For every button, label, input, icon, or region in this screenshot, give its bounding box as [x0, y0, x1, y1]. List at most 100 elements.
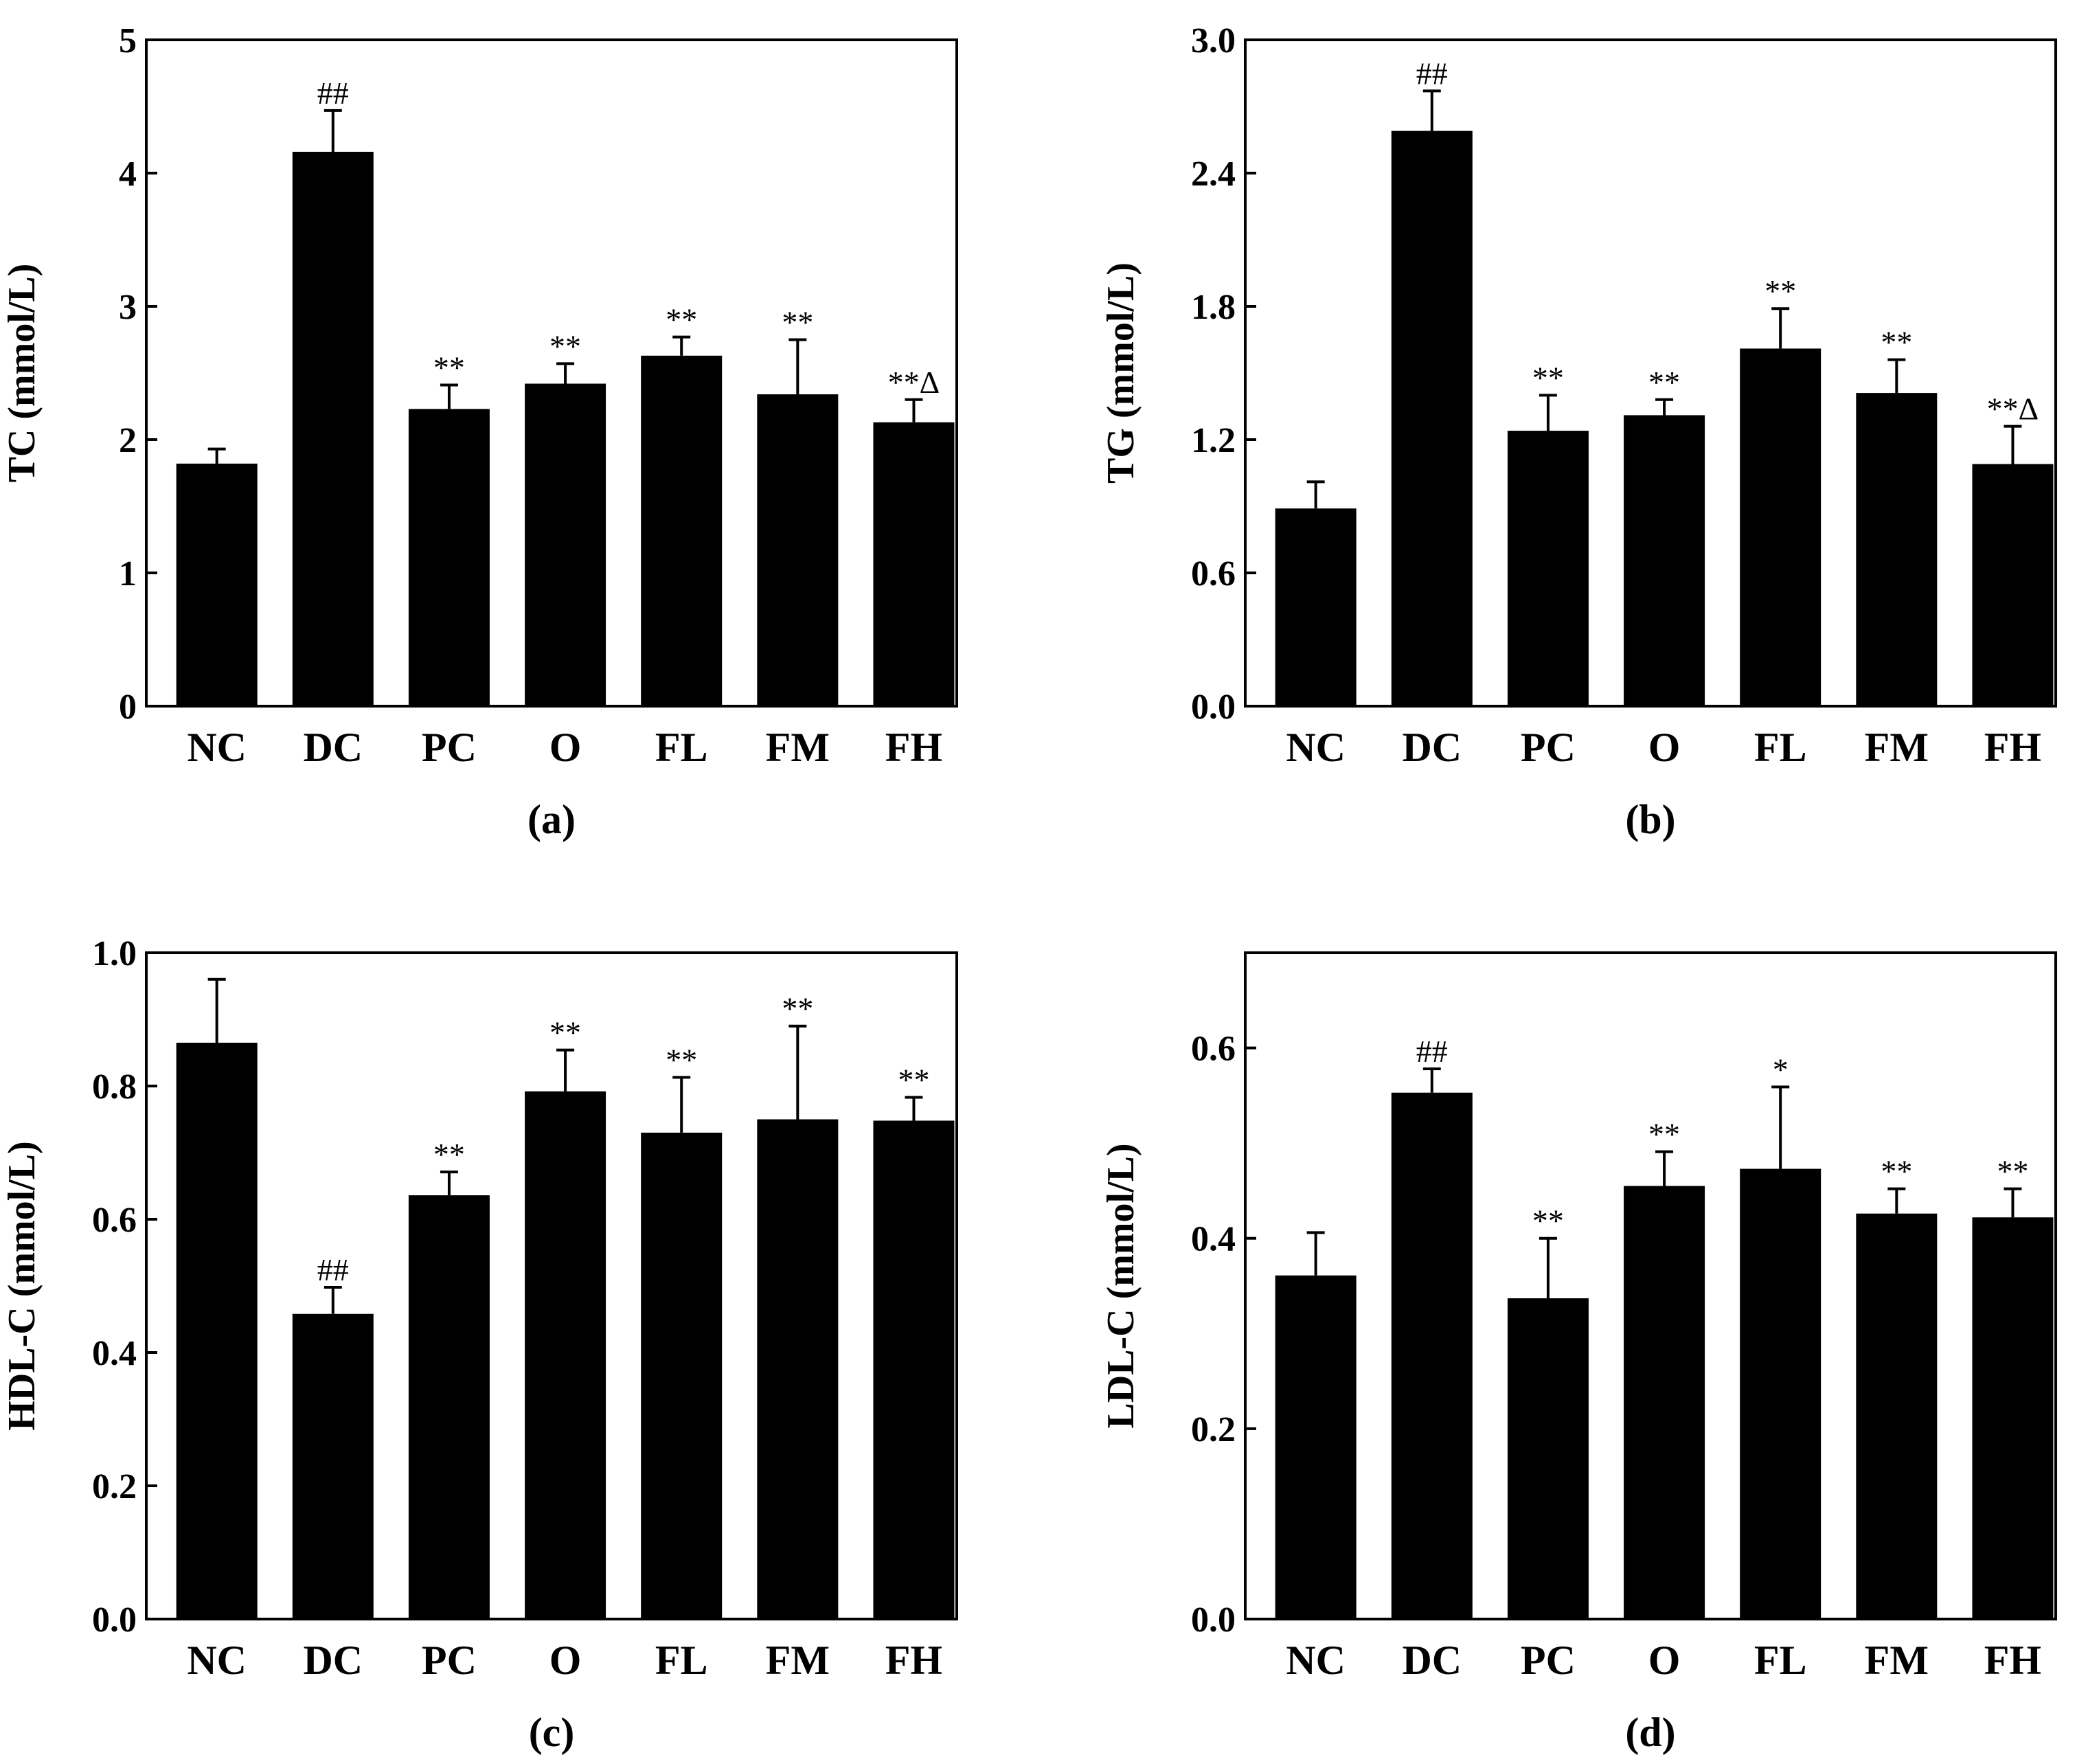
y-axis-title: TG (mmol/L) — [1100, 262, 1142, 484]
bar-nc — [176, 1042, 258, 1619]
y-tick-label: 1.8 — [1191, 288, 1236, 327]
category-label: FH — [885, 725, 942, 770]
bar-dc — [1391, 1092, 1473, 1619]
panel-label: (a) — [527, 797, 576, 842]
category-label: DC — [1402, 1638, 1462, 1683]
y-tick-label: 0.2 — [92, 1467, 137, 1506]
bar-fh — [873, 1120, 955, 1619]
y-tick-label: 4 — [119, 155, 137, 194]
significance-mark: **Δ — [888, 365, 940, 400]
plot-frame — [145, 38, 958, 708]
category-label: NC — [187, 1638, 247, 1683]
bar-nc — [1275, 508, 1357, 706]
bar-fl — [641, 355, 723, 706]
significance-mark: ** — [1532, 1203, 1564, 1239]
error-bar — [324, 1285, 342, 1314]
category-label: PC — [422, 1638, 477, 1683]
y-tick-label: 0.6 — [1191, 1030, 1236, 1069]
y-tick-label: 0.6 — [92, 1201, 137, 1240]
error-bar — [1771, 307, 1790, 349]
category-label: FM — [1865, 725, 1929, 770]
category-label: O — [1648, 725, 1681, 770]
error-bar — [1655, 1150, 1674, 1186]
plot-frame — [1244, 38, 2057, 708]
category-label: NC — [1286, 1638, 1346, 1683]
panel-d: NC ## DC ** PC ** O * FL ** FM ** FH 0.0 0.2 0.4 0.6 LDL-… — [1100, 951, 2057, 1755]
y-tick-label: 0.6 — [1191, 554, 1236, 593]
error-bar — [905, 1096, 923, 1121]
significance-mark: ** — [666, 1042, 697, 1077]
significance-mark: ** — [1881, 325, 1912, 360]
panel-label: (c) — [529, 1710, 575, 1755]
bar-fm — [757, 394, 839, 706]
y-tick-label: 0.0 — [1191, 1601, 1236, 1640]
error-bar — [556, 1048, 575, 1092]
significance-mark: ## — [317, 76, 349, 111]
y-tick-label: 2.4 — [1191, 155, 1236, 194]
y-tick-label: 0.4 — [1191, 1220, 1236, 1259]
significance-mark: ** — [549, 1015, 581, 1050]
error-bar — [2004, 1187, 2022, 1218]
error-bar — [788, 1024, 807, 1120]
error-bar — [556, 362, 575, 384]
significance-mark: ** — [782, 305, 813, 340]
error-bar — [207, 977, 226, 1043]
bar-pc — [408, 409, 490, 706]
category-label: FH — [1984, 725, 2041, 770]
panel-label: (b) — [1625, 797, 1675, 842]
panel-c: NC ## DC ** PC ** O ** FL ** FM ** FH 0.0 0.2 0.4 0.6 0.8… — [1, 934, 958, 1755]
significance-mark: ** — [1881, 1154, 1912, 1189]
bar-fl — [1740, 348, 1822, 706]
error-bar — [207, 447, 226, 464]
category-label: PC — [1521, 725, 1576, 770]
significance-mark: ** — [1532, 360, 1564, 395]
error-bar — [1887, 1187, 1906, 1214]
error-bar — [788, 338, 807, 395]
error-bar — [1422, 89, 1441, 131]
error-bar — [1422, 1067, 1441, 1093]
y-tick-label: 1.0 — [92, 934, 137, 973]
panel-label: (d) — [1625, 1710, 1675, 1755]
error-bar — [1655, 398, 1674, 416]
significance-mark: ** — [433, 1137, 465, 1172]
y-axis-title: HDL-C (mmol/L) — [1, 1141, 43, 1431]
y-tick-label: 3 — [119, 288, 137, 327]
y-axis-title: TC (mmol/L) — [1, 264, 43, 483]
y-tick-label: 0.0 — [1191, 688, 1236, 727]
category-label: FL — [655, 725, 708, 770]
significance-mark: ** — [433, 350, 465, 385]
bar-pc — [1507, 1298, 1589, 1619]
y-tick-label: 0 — [119, 688, 137, 727]
plot-frame — [1244, 951, 2057, 1620]
bar-fl — [1740, 1168, 1822, 1619]
bar-nc — [176, 463, 258, 706]
plot-frame — [145, 951, 958, 1620]
error-bar — [1771, 1085, 1790, 1169]
bar-dc — [292, 151, 374, 706]
category-label: O — [549, 725, 582, 770]
bar-fm — [1856, 1213, 1938, 1619]
bar-fl — [641, 1132, 723, 1619]
significance-mark: ## — [1416, 1034, 1448, 1069]
category-label: PC — [1521, 1638, 1576, 1683]
error-bar — [1887, 358, 1906, 394]
y-tick-label: 0.4 — [92, 1334, 137, 1373]
significance-mark: ## — [317, 1252, 349, 1287]
bar-fh — [1972, 1217, 2054, 1619]
significance-mark: ** — [1648, 365, 1680, 400]
significance-mark: ** — [549, 328, 581, 363]
category-label: FM — [766, 725, 830, 770]
bar-o — [525, 1091, 606, 1619]
category-label: NC — [187, 725, 247, 770]
y-tick-label: 0.0 — [92, 1601, 137, 1640]
y-tick-label: 5 — [119, 21, 137, 60]
y-tick-label: 2 — [119, 421, 137, 460]
error-bar — [1306, 480, 1325, 509]
error-bar — [440, 383, 458, 409]
category-label: FM — [766, 1638, 830, 1683]
panel-b: NC ## DC ** PC ** O ** FL ** FM **Δ FH 0.0 0.6 1.2 1.8 2.… — [1100, 21, 2057, 842]
error-bar — [905, 398, 923, 422]
significance-mark: ** — [1997, 1154, 2028, 1189]
y-tick-label: 1 — [119, 554, 137, 593]
